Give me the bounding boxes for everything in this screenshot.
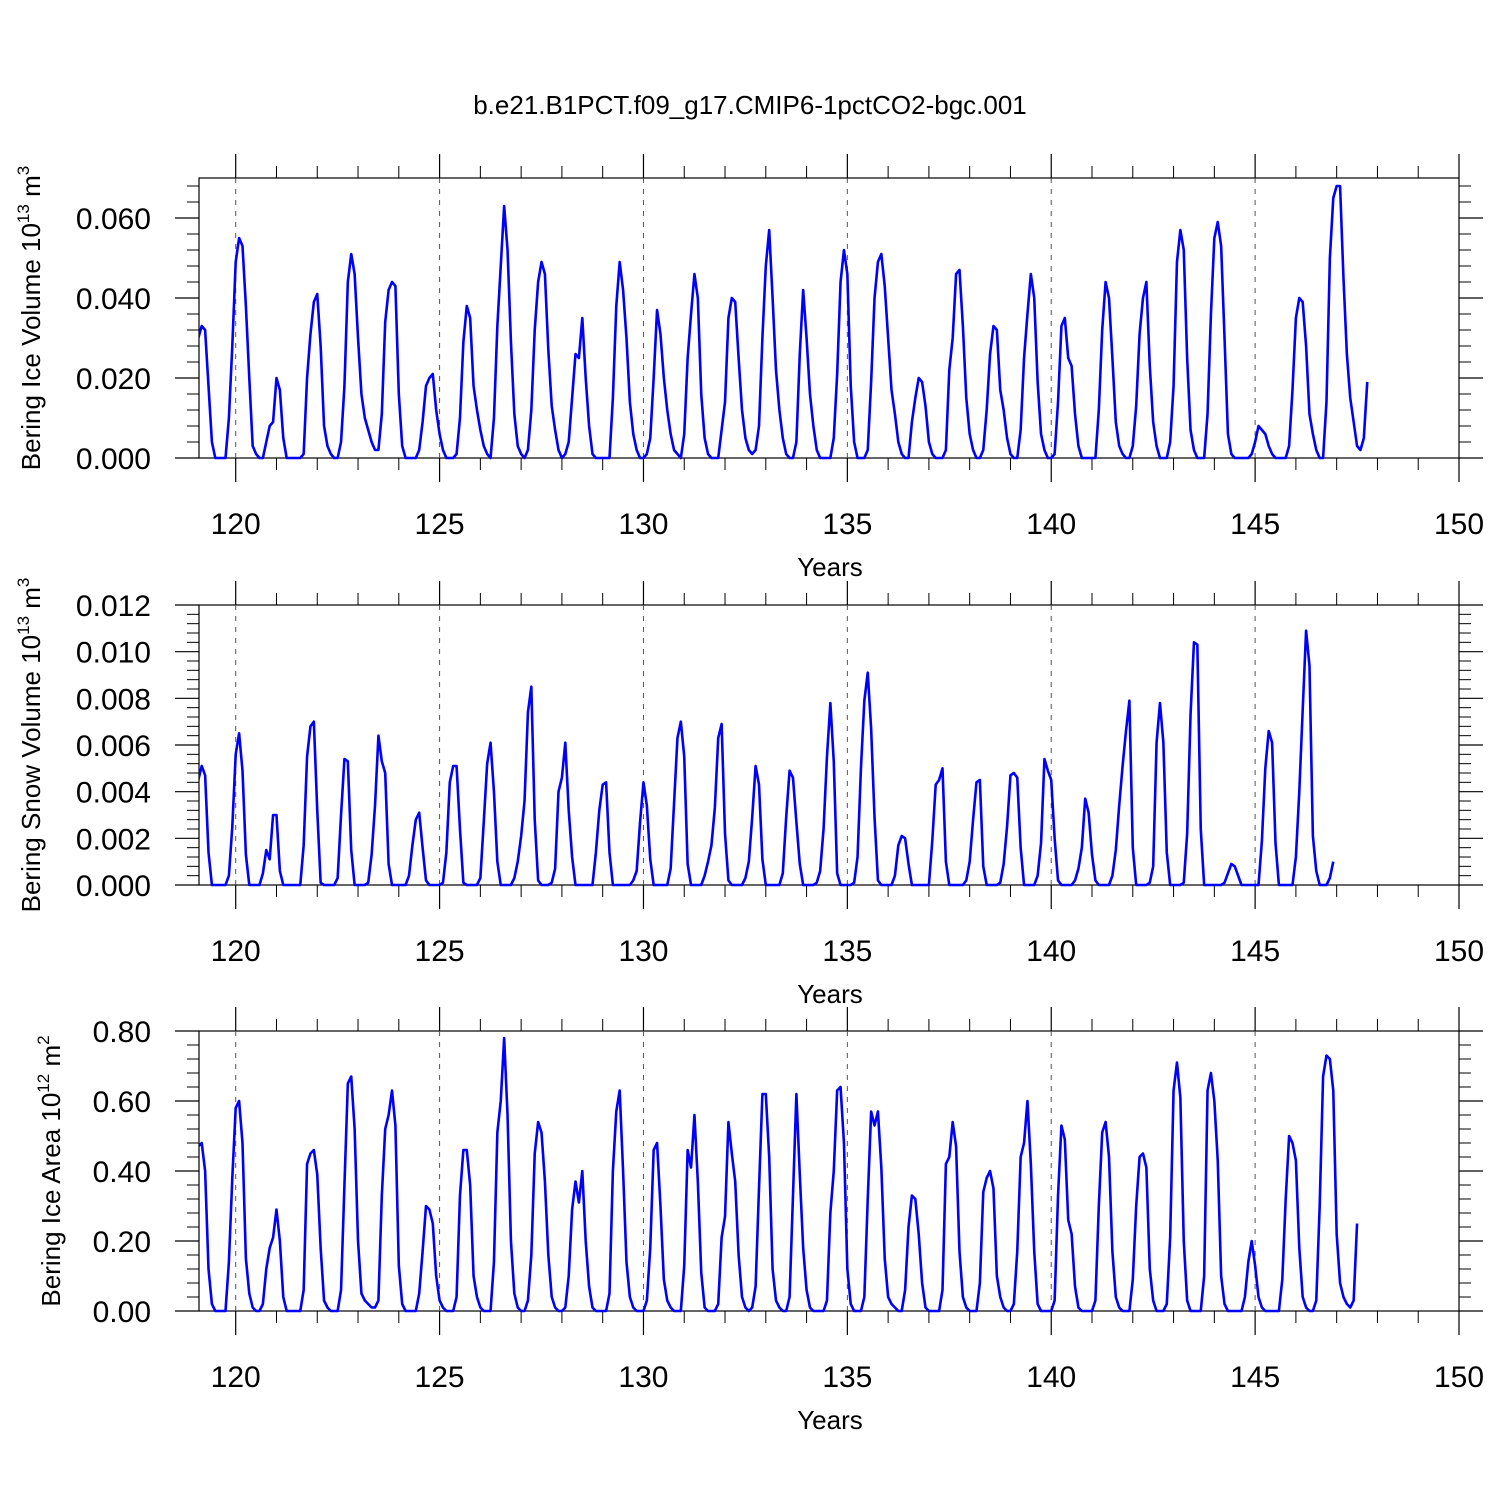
x-tick-label: 125: [415, 1361, 465, 1394]
y-tick-label: 0.012: [76, 590, 151, 623]
x-tick-label: 120: [211, 935, 261, 968]
x-axis-label: Years: [797, 552, 863, 582]
y-axis-label: Bering Ice Volume 1013 m3: [14, 166, 46, 470]
y-tick-label: 0.80: [93, 1016, 151, 1049]
series-line: [199, 1036, 1359, 1313]
y-tick-label: 0.20: [93, 1226, 151, 1259]
y-tick-label: 0.60: [93, 1086, 151, 1119]
x-tick-label: 130: [618, 1361, 668, 1394]
snow-volume-panel: 120 125 130 135 140 145 150 0.000 0.002 0.004 0.00…: [14, 578, 1484, 1009]
y-tick-label: 0.002: [76, 823, 151, 856]
x-tick-label: 135: [822, 1361, 872, 1394]
y-tick-label: 0.020: [76, 363, 151, 396]
y-tick-label: 0.040: [76, 283, 151, 316]
x-axis-label: Years: [797, 1405, 863, 1435]
x-tick-label: 150: [1434, 935, 1484, 968]
x-tick-label: 135: [822, 508, 872, 541]
y-tick-label: 0.00: [93, 1296, 151, 1329]
x-tick-label: 140: [1026, 1361, 1076, 1394]
x-tick-label: 150: [1434, 508, 1484, 541]
x-tick-label: 120: [211, 1361, 261, 1394]
x-tick-label: 145: [1230, 935, 1280, 968]
y-tick-label: 0.008: [76, 683, 151, 716]
x-axis-label: Years: [797, 979, 863, 1009]
x-tick-label: 125: [415, 935, 465, 968]
ice-area-panel: 120 125 130 135 140 145 150 0.00 0.20 0.40 0.60 0.8…: [34, 1007, 1484, 1435]
figure-title: b.e21.B1PCT.f09_g17.CMIP6-1pctCO2-bgc.00…: [473, 90, 1027, 120]
y-tick-label: 0.004: [76, 777, 151, 810]
x-tick-label: 135: [822, 935, 872, 968]
y-axis-label: Bering Ice Area 1012 m2: [34, 1035, 66, 1306]
x-tick-label: 140: [1026, 508, 1076, 541]
series-line: [199, 629, 1335, 887]
y-tick-label: 0.060: [76, 203, 151, 236]
x-tick-label: 145: [1230, 1361, 1280, 1394]
y-tick-label: 0.40: [93, 1156, 151, 1189]
y-axis-label: Bering Snow Volume 1013 m3: [14, 578, 46, 913]
x-tick-label: 140: [1026, 935, 1076, 968]
x-tick-label: 145: [1230, 508, 1280, 541]
x-tick-label: 130: [618, 935, 668, 968]
series-line: [199, 184, 1369, 460]
ice-volume-panel: 120 125 130 135 140 145 150 0.000 0.020 0.040 0.06…: [14, 154, 1484, 582]
x-tick-label: 125: [415, 508, 465, 541]
y-tick-label: 0.000: [76, 443, 151, 476]
y-tick-label: 0.000: [76, 870, 151, 903]
x-tick-label: 130: [618, 508, 668, 541]
x-tick-label: 150: [1434, 1361, 1484, 1394]
y-tick-label: 0.006: [76, 730, 151, 763]
x-tick-label: 120: [211, 508, 261, 541]
y-tick-label: 0.010: [76, 637, 151, 670]
